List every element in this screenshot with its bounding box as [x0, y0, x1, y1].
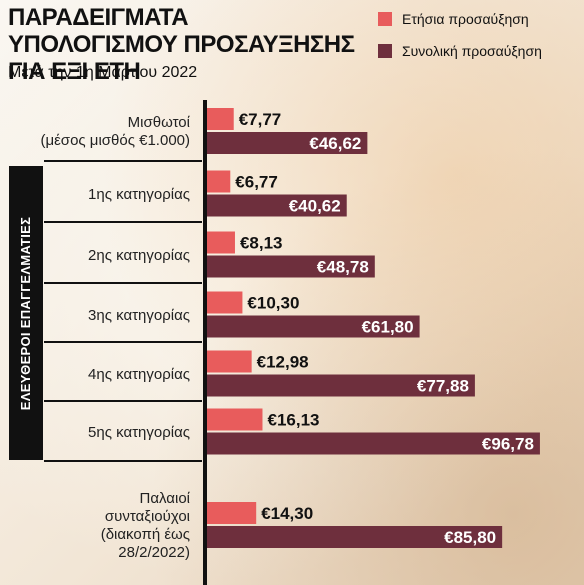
category-label-line: 28/2/2022) — [118, 544, 190, 561]
bar-total — [207, 132, 368, 154]
data-label-total: €77,88 — [417, 377, 469, 396]
category-label-line: συνταξιούχοι — [104, 508, 190, 525]
category-label-line: (μέσος μισθός €1.000) — [40, 132, 190, 149]
category-axis-line — [203, 100, 207, 585]
category-label-line: 2ης κατηγορίας — [88, 246, 190, 264]
legend-item-annual: Ετήσια προσαύξηση — [378, 10, 529, 28]
group-separator — [44, 460, 202, 462]
chart-subtitle: Μετά την 1η Μαρτίου 2022 — [8, 64, 198, 81]
category-label: Παλαιοί συνταξιούχοι (διακοπή έως 28/2/2022… — [35, 490, 190, 562]
bar-total — [207, 526, 503, 548]
category-label-line: (διακοπή έως — [100, 526, 190, 543]
data-label-annual: €12,98 — [257, 353, 309, 372]
category-label: Μισθωτοί (μέσος μισθός €1.000) — [35, 114, 190, 150]
data-label-total: €61,80 — [362, 318, 414, 337]
bar-annual — [207, 350, 252, 373]
data-label-annual: €8,13 — [240, 234, 283, 253]
bar-total — [207, 255, 375, 278]
legend-label-total: Συνολική προσαύξηση — [402, 43, 542, 59]
category-label-line: 3ης κατηγορίας — [88, 306, 190, 324]
legend-label-annual: Ετήσια προσαύξηση — [402, 11, 529, 27]
data-label-total: €85,80 — [444, 528, 496, 547]
category-label: 1ης κατηγορίας — [35, 186, 190, 204]
category-label: 4ης κατηγορίας — [35, 366, 190, 384]
bar-total — [207, 374, 475, 397]
data-label-annual: €14,30 — [261, 504, 313, 523]
data-label-annual: €7,77 — [239, 110, 282, 129]
data-label-annual: €10,30 — [247, 294, 299, 313]
group-separator — [44, 282, 202, 284]
group-separator — [44, 160, 202, 162]
data-label-annual: €16,13 — [267, 411, 319, 430]
legend-swatch-annual — [378, 12, 392, 26]
category-label-line: Παλαιοί — [139, 490, 190, 507]
data-label-total: €40,62 — [289, 197, 341, 216]
chart-title: ΠΑΡΑΔΕΙΓΜΑΤΑ ΥΠΟΛΟΓΙΣΜΟΥ ΠΡΟΣΑΥΞΗΣΗΣ ΓΙΑ… — [8, 4, 355, 85]
data-label-total: €96,78 — [482, 435, 534, 454]
bar-annual — [207, 231, 235, 254]
category-label-line: 5ης κατηγορίας — [88, 423, 190, 441]
group-separator — [44, 341, 202, 343]
bar-total — [207, 432, 540, 455]
group-separator — [44, 221, 202, 223]
bar-annual — [207, 291, 243, 314]
category-label-line: 1ης κατηγορίας — [88, 185, 190, 203]
category-label: 5ης κατηγορίας — [35, 424, 190, 442]
bar-annual — [207, 408, 263, 431]
data-label-total: €46,62 — [309, 134, 361, 153]
category-label: 3ης κατηγορίας — [35, 307, 190, 325]
bar-annual — [207, 170, 231, 193]
category-label-line: Μισθωτοί — [127, 114, 190, 131]
data-label-annual: €6,77 — [235, 173, 278, 192]
category-label: 2ης κατηγορίας — [35, 247, 190, 265]
bar-annual — [207, 502, 257, 524]
bar-total — [207, 194, 347, 217]
category-label-line: 4ης κατηγορίας — [88, 365, 190, 383]
bar-annual — [207, 108, 234, 130]
legend-swatch-total — [378, 44, 392, 58]
bar-total — [207, 315, 420, 338]
group-separator — [44, 400, 202, 402]
legend-item-total: Συνολική προσαύξηση — [378, 42, 542, 60]
data-label-total: €48,78 — [317, 258, 369, 277]
group-band-freelancers: ΕΛΕΥΘΕΡΟΙ ΕΠΑΓΓΕΛΜΑΤΙΕΣ — [9, 166, 43, 460]
